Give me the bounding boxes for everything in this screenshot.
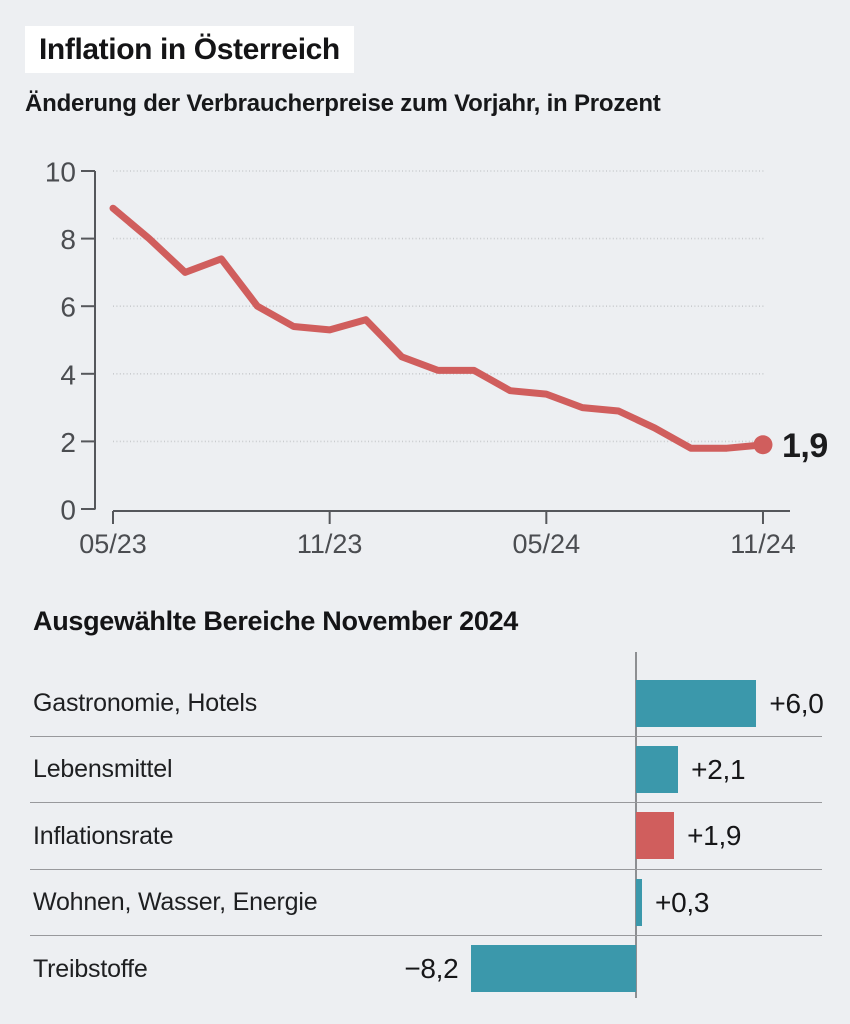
- bar-value-label: +0,3: [655, 886, 710, 918]
- bar-category-label: Lebensmittel: [33, 755, 173, 784]
- bar-value-label: +2,1: [691, 753, 746, 785]
- row-separator: [30, 802, 822, 804]
- inflation-rate-bar: [636, 812, 675, 860]
- title-box: Inflation in Österreich: [25, 26, 354, 73]
- y-tick-label: 4: [60, 359, 76, 390]
- bar-category-label: Wohnen, Wasser, Energie: [33, 888, 318, 917]
- x-tick-label: 11/23: [297, 529, 363, 559]
- x-tick-label: 11/24: [730, 529, 796, 559]
- row-separator: [30, 868, 822, 870]
- bar-value-label: +1,9: [687, 820, 742, 852]
- bar-value-label: −8,2: [404, 953, 459, 985]
- bar-category-label: Gastronomie, Hotels: [33, 689, 258, 717]
- current-value-dot: [753, 435, 773, 455]
- y-tick-label: 0: [60, 495, 76, 526]
- x-tick-label: 05/23: [79, 529, 147, 559]
- sector-bar: [471, 945, 636, 993]
- bar-category-label: Treibstoffe: [33, 954, 148, 983]
- bar-section-title: Ausgewählte Bereiche November 2024: [33, 606, 519, 636]
- y-tick-label: 10: [45, 157, 76, 188]
- sector-bar: [636, 679, 757, 727]
- sector-bar: [636, 878, 643, 926]
- row-separator: [30, 935, 822, 937]
- row-separator: [30, 735, 822, 737]
- sector-bar: [636, 745, 679, 793]
- chart-subtitle: Änderung der Verbraucherpreise zum Vorja…: [25, 90, 661, 117]
- current-value-label: 1,9: [782, 427, 828, 465]
- x-tick-label: 05/24: [513, 529, 581, 559]
- bar-category-label: Inflationsrate: [33, 821, 174, 850]
- bar-value-label: +6,0: [769, 687, 824, 719]
- inflation-line-chart: 0 2 4 6 8 10 05/23 11/23 05/24 11/24 1,9: [45, 157, 828, 560]
- y-tick-label: 6: [60, 292, 76, 323]
- inflation-line: [109, 204, 767, 452]
- y-tick-label: 2: [60, 427, 76, 458]
- y-tick-label: 8: [60, 224, 76, 255]
- page-title: Inflation in Österreich: [39, 33, 340, 66]
